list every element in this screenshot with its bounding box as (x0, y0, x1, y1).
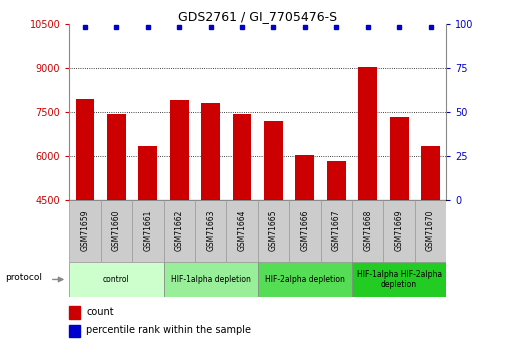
Text: GSM71661: GSM71661 (143, 209, 152, 250)
Bar (139, 146, 157, 200)
Bar (164, 200, 195, 262)
Bar (383, 200, 415, 262)
Bar (258, 200, 289, 262)
Bar (264, 121, 283, 200)
Bar (132, 200, 164, 262)
Bar (75, 99, 94, 200)
Bar (258, 262, 352, 297)
Bar (170, 100, 189, 200)
Bar (352, 262, 446, 297)
Bar (226, 200, 258, 262)
Bar (69, 325, 80, 337)
Bar (415, 200, 446, 262)
Bar (358, 67, 377, 200)
Bar (69, 200, 101, 262)
Title: GDS2761 / GI_7705476-S: GDS2761 / GI_7705476-S (178, 10, 338, 23)
Text: GSM71668: GSM71668 (363, 209, 372, 250)
Bar (390, 117, 408, 200)
Bar (421, 146, 440, 200)
Bar (327, 160, 346, 200)
Text: protocol: protocol (5, 273, 42, 282)
Text: GSM71663: GSM71663 (206, 209, 215, 251)
Bar (352, 200, 383, 262)
Text: control: control (103, 275, 130, 284)
Text: count: count (86, 307, 114, 317)
Text: GSM71664: GSM71664 (238, 209, 247, 251)
Bar (164, 262, 258, 297)
Text: HIF-1alpha HIF-2alpha
depletion: HIF-1alpha HIF-2alpha depletion (357, 270, 442, 289)
Bar (289, 200, 321, 262)
Text: HIF-1alpha depletion: HIF-1alpha depletion (171, 275, 250, 284)
Text: GSM71662: GSM71662 (175, 209, 184, 250)
Bar (195, 200, 226, 262)
Text: GSM71666: GSM71666 (301, 209, 309, 251)
Text: GSM71660: GSM71660 (112, 209, 121, 251)
Text: GSM71665: GSM71665 (269, 209, 278, 251)
Text: GSM71669: GSM71669 (394, 209, 404, 251)
Bar (107, 114, 126, 200)
Text: GSM71670: GSM71670 (426, 209, 435, 251)
Bar (69, 262, 164, 297)
Bar (233, 114, 251, 200)
Text: HIF-2alpha depletion: HIF-2alpha depletion (265, 275, 345, 284)
Text: percentile rank within the sample: percentile rank within the sample (86, 325, 251, 335)
Bar (321, 200, 352, 262)
Bar (201, 104, 220, 200)
Bar (101, 200, 132, 262)
Text: GSM71659: GSM71659 (81, 209, 89, 251)
Text: GSM71667: GSM71667 (332, 209, 341, 251)
Bar (69, 306, 80, 319)
Bar (295, 155, 314, 200)
